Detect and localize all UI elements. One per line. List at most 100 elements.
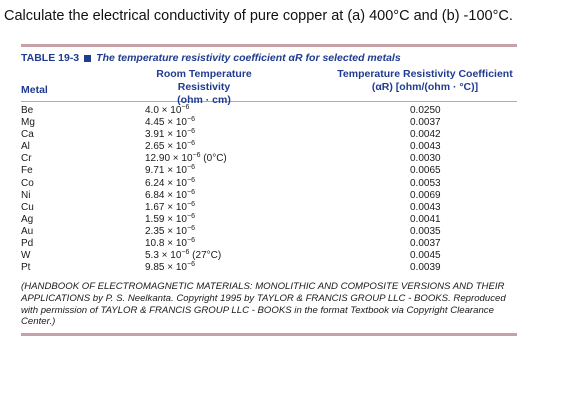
table-row: W 5.3 × 10−6 (27°C) 0.0045 [21,249,517,262]
resistivity-base: 6.84 × 10 [145,189,187,201]
resistivity-exponent: −6 [186,212,195,220]
resistivity-base: 1.59 × 10 [145,213,187,225]
resistivity-exponent: −6 [186,140,195,148]
table-body: Be 4.0 × 10−6 0.0250 Mg 4.45 × 10−6 0.0037 Ca 3… [21,104,517,274]
resistivity-base: 10.8 × 10 [145,238,187,250]
resistivity-exponent: −6 [186,188,195,196]
resistivity-cell: 4.45 × 10−6 [145,116,195,129]
resistivity-cell: 4.0 × 10−6 [145,104,190,116]
metal-cell: Cu [21,201,34,213]
table-row: Ni 6.84 × 10−6 0.0069 [21,188,517,202]
metal-cell: Al [21,141,30,153]
header-coefficient: Temperature Resistivity Coefficient (αR)… [333,68,517,94]
table-header: Metal Room Temperature Resistivity (ohm … [21,68,517,106]
resistivity-cell: 2.35 × 10−6 [145,224,195,237]
coefficient-cell: 0.0030 [410,153,441,165]
resistivity-base: 2.35 × 10 [145,225,187,237]
resistivity-base: 9.85 × 10 [145,262,187,274]
resistivity-base: 4.0 × 10 [145,105,182,116]
resistivity-exponent: −6 [186,164,195,172]
coefficient-cell: 0.0037 [410,238,441,250]
resistivity-exponent: −6 [186,261,195,269]
coefficient-cell: 0.0065 [410,165,441,177]
coefficient-cell: 0.0042 [410,129,441,141]
resistivity-base: 2.65 × 10 [145,141,187,153]
resistivity-cell: 1.59 × 10−6 [145,212,195,225]
resistivity-cell: 12.90 × 10−6 (0°C) [145,152,227,165]
table-row: Au 2.35 × 10−6 0.0035 [21,224,517,238]
metal-cell: Pd [21,238,34,250]
question-text: Calculate the electrical conductivity of… [4,8,513,24]
coefficient-cell: 0.0250 [410,105,441,116]
resistivity-base: 3.91 × 10 [145,129,187,141]
header-resistivity-line2: (ohm · cm) [177,94,231,106]
resistivity-exponent: −6 [181,104,190,111]
table-row: Fe 9.71 × 10−6 0.0065 [21,164,517,177]
table-number: TABLE 19-3 [21,52,80,64]
header-coefficient-line1: Temperature Resistivity Coefficient [337,68,513,80]
resistivity-cell: 2.65 × 10−6 [145,140,195,153]
metal-cell: Cr [21,153,32,165]
header-resistivity-line1: Room Temperature Resistivity [156,68,252,93]
resistivity-exponent: −6 [186,128,195,136]
header-metal: Metal [21,84,48,96]
resistivity-exponent: −6 [186,237,195,245]
coefficient-cell: 0.0045 [410,250,441,262]
table-bottom-rule [21,332,517,336]
table-top-rule [21,44,517,47]
resistivity-base: 1.67 × 10 [145,201,187,213]
resistivity-cell: 9.71 × 10−6 [145,164,195,177]
resistivity-base: 4.45 × 10 [145,117,187,129]
coefficient-cell: 0.0043 [410,201,441,213]
coefficient-cell: 0.0039 [410,262,441,274]
table-row: Pt 9.85 × 10−6 0.0039 [21,261,517,274]
resistivity-cell: 9.85 × 10−6 [145,261,195,274]
table-row: Ag 1.59 × 10−6 0.0041 [21,212,517,226]
metal-cell: Fe [21,165,33,177]
metal-cell: Au [21,225,34,237]
table-caption: TABLE 19-3 The temperature resistivity c… [21,52,517,64]
header-rule [21,101,517,102]
metal-cell: Be [21,105,34,116]
resistivity-cell: 5.3 × 10−6 (27°C) [145,249,222,262]
resistivity-exponent: −6 [186,176,195,184]
resistivity-base: 12.90 × 10 [145,153,193,165]
resistivity-cell: 1.67 × 10−6 [145,200,195,213]
resistivity-cell: 10.8 × 10−6 [145,237,195,250]
resistivity-cell: 6.24 × 10−6 [145,176,195,189]
resistivity-table: TABLE 19-3 The temperature resistivity c… [21,44,517,336]
table-title: The temperature resistivity coefficient … [96,52,401,64]
coefficient-cell: 0.0041 [410,213,441,225]
resistivity-base: 9.71 × 10 [145,165,187,177]
resistivity-exponent: −6 [192,152,201,160]
resistivity-base: 6.24 × 10 [145,177,187,189]
metal-cell: W [21,250,31,262]
resistivity-note: (27°C) [189,250,222,262]
source-note: (HANDBOOK OF ELECTROMAGNETIC MATERIALS: … [21,281,506,328]
coefficient-cell: 0.0043 [410,141,441,153]
metal-cell: Ag [21,213,34,225]
table-row: Pd 10.8 × 10−6 0.0037 [21,237,517,250]
resistivity-cell: 6.84 × 10−6 [145,188,195,201]
metal-cell: Ca [21,129,34,141]
table-row: Al 2.65 × 10−6 0.0043 [21,140,517,153]
table-row: Ca 3.91 × 10−6 0.0042 [21,128,517,141]
metal-cell: Co [21,177,34,189]
resistivity-note: (0°C) [200,153,227,165]
coefficient-cell: 0.0035 [410,225,441,237]
metal-cell: Ni [21,189,31,201]
resistivity-cell: 3.91 × 10−6 [145,128,195,141]
coefficient-cell: 0.0069 [410,189,441,201]
table-row: Co 6.24 × 10−6 0.0053 [21,176,517,190]
coefficient-cell: 0.0037 [410,117,441,129]
table-row: Cr 12.90 × 10−6 (0°C) 0.0030 [21,152,517,165]
resistivity-exponent: −6 [186,116,195,124]
caption-square-icon [84,54,92,62]
resistivity-exponent: −6 [186,224,195,232]
coefficient-cell: 0.0053 [410,177,441,189]
resistivity-exponent: −6 [186,200,195,208]
table-row: Be 4.0 × 10−6 0.0250 [21,104,517,117]
resistivity-exponent: −6 [181,249,190,257]
metal-cell: Pt [21,262,31,274]
resistivity-base: 5.3 × 10 [145,250,182,262]
